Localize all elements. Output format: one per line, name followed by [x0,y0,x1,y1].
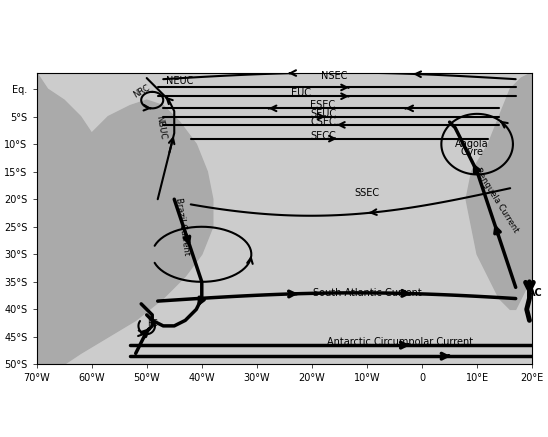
Text: Benguela Current: Benguela Current [473,166,520,234]
Text: EUC: EUC [291,88,311,98]
Text: CSEC: CSEC [310,117,336,127]
Text: NRC: NRC [132,83,151,99]
Polygon shape [37,73,213,364]
Text: FC: FC [147,319,158,328]
Text: Angola: Angola [455,139,488,149]
Text: NBUC: NBUC [154,115,167,141]
Text: AC: AC [528,288,543,298]
Text: NEUC: NEUC [166,76,193,86]
Text: SSEC: SSEC [355,188,380,198]
Text: Gyre: Gyre [460,147,483,157]
Text: Brazil Current: Brazil Current [174,198,191,256]
Text: South Atlantic Current: South Atlantic Current [312,288,421,298]
Text: SECC: SECC [310,131,336,141]
Text: Antarctic Circumpolar Current: Antarctic Circumpolar Current [327,337,473,347]
Text: ESEC: ESEC [310,101,335,111]
Text: SEUC: SEUC [310,109,336,118]
Polygon shape [466,73,532,309]
Text: NSEC: NSEC [321,71,347,81]
